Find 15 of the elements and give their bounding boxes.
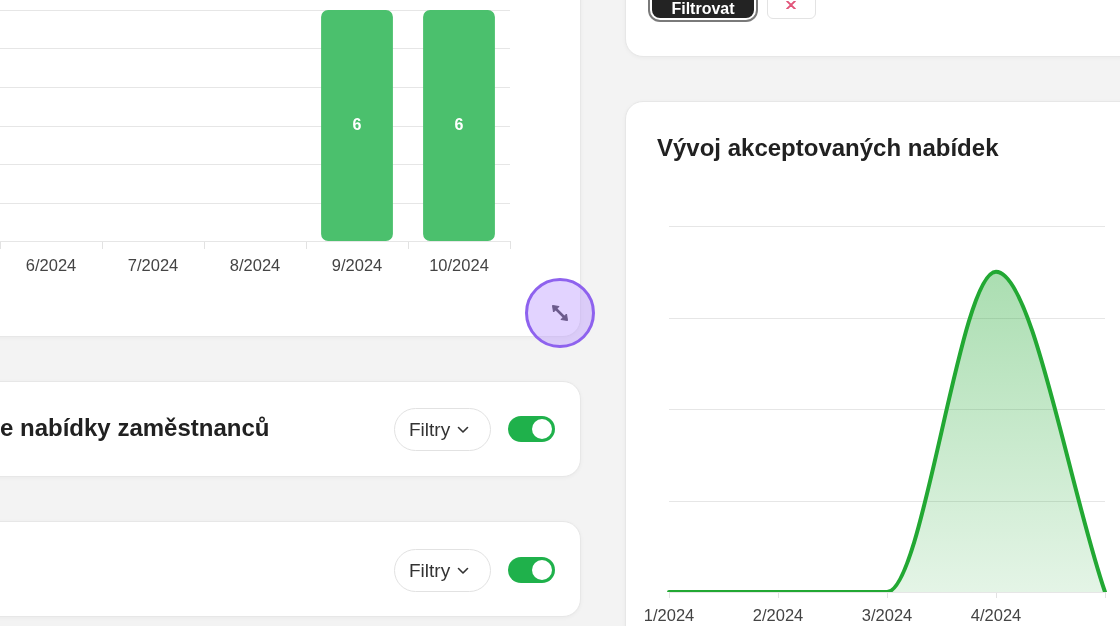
x-tick-label: 2/2024 [752, 606, 804, 625]
x-tick-label: 10/2024 [429, 256, 489, 275]
x-tick-label: 4/2024 [970, 606, 1022, 625]
x-tick-label: 7/2024 [127, 256, 179, 275]
x-tick-label: 1/2024 [643, 606, 695, 625]
text: Filtry [409, 560, 451, 581]
x-tick-label: 6/2024 [25, 256, 77, 275]
text: Filtry [409, 419, 451, 440]
text: e nabídky zaměstnanců [0, 414, 270, 442]
x-tick-label: 9/2024 [331, 256, 383, 275]
x-tick-label: 8/2024 [229, 256, 281, 275]
data-label: 6 [352, 115, 362, 133]
x-tick-label: 3/2024 [861, 606, 913, 625]
chart-title: Vývoj akceptovaných nabídek [657, 134, 999, 162]
data-label: 6 [454, 115, 464, 133]
